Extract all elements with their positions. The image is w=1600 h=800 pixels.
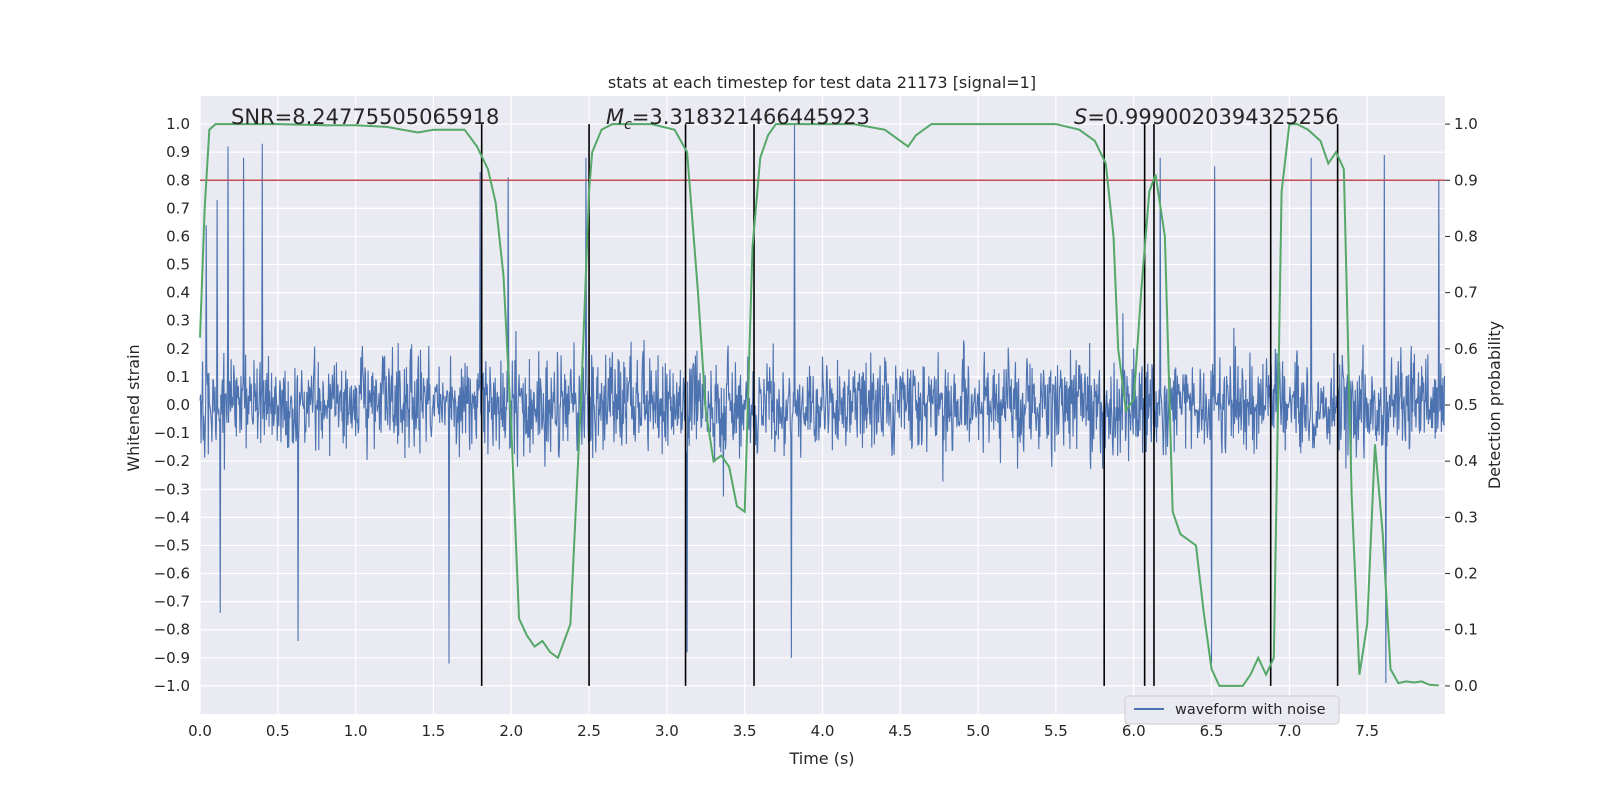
y-tick-labels-right: 1.0 0.9 0.8 0.7 0.6 0.5 0.4 0.3 0.2 0.1 0.0 bbox=[1445, 115, 1478, 695]
x-tick-label: 6.0 bbox=[1122, 722, 1146, 740]
x-tick-label: 2.0 bbox=[499, 722, 523, 740]
y-tick-label-left: −1.0 bbox=[154, 677, 190, 695]
y-tick-label-left: −0.6 bbox=[154, 565, 190, 583]
y-tick-label-left: 0.4 bbox=[166, 284, 190, 302]
y-tick-label-right: 0.3 bbox=[1454, 508, 1478, 526]
y-tick-label-left: 0.7 bbox=[166, 199, 190, 217]
y-tick-label-right: 0.9 bbox=[1454, 171, 1478, 189]
chirp-mass-subscript: c bbox=[624, 117, 632, 133]
s-annotation: S=0.9990020394325256 bbox=[1074, 105, 1339, 129]
y-tick-label-right: 1.0 bbox=[1454, 115, 1478, 133]
chirp-mass-symbol: M bbox=[606, 105, 624, 129]
x-tick-label: 4.0 bbox=[811, 722, 835, 740]
x-tick-label: 6.5 bbox=[1200, 722, 1224, 740]
y-tick-label-left: 0.9 bbox=[166, 143, 190, 161]
y-tick-label-left: −0.3 bbox=[154, 480, 190, 498]
y-axis-label-left: Whitened strain bbox=[124, 344, 143, 471]
y-tick-label-right: 0.7 bbox=[1454, 284, 1478, 302]
chart-title: stats at each timestep for test data 211… bbox=[608, 73, 1036, 92]
x-axis-label: Time (s) bbox=[788, 749, 854, 768]
x-tick-label: 0.5 bbox=[266, 722, 290, 740]
legend-label: waveform with noise bbox=[1175, 702, 1326, 718]
y-tick-labels-left: 1.0 0.9 0.8 0.7 0.6 0.5 0.4 0.3 0.2 0.1 0.0 −0.1 −0.… bbox=[154, 115, 190, 695]
y-tick-label-left: −0.5 bbox=[154, 536, 190, 554]
y-tick-label-left: 0.6 bbox=[166, 227, 190, 245]
y-axis-label-right: Detection probability bbox=[1485, 321, 1504, 489]
s-symbol: S bbox=[1074, 105, 1087, 129]
y-tick-label-left: −0.9 bbox=[154, 649, 190, 667]
chirp-mass-value: =3.318321466445923 bbox=[632, 105, 870, 129]
legend: waveform with noise bbox=[1124, 695, 1340, 725]
y-tick-label-right: 0.8 bbox=[1454, 227, 1478, 245]
y-tick-label-left: 0.0 bbox=[166, 396, 190, 414]
x-tick-label: 2.5 bbox=[577, 722, 601, 740]
probability-series bbox=[199, 123, 1439, 687]
x-tick-label: 7.0 bbox=[1277, 722, 1301, 740]
snr-annotation: SNR=8.24775505065918 bbox=[231, 105, 499, 129]
y-tick-label-left: −0.8 bbox=[154, 621, 190, 639]
s-value: =0.9990020394325256 bbox=[1087, 105, 1338, 129]
x-tick-label: 3.0 bbox=[655, 722, 679, 740]
vertical-lines bbox=[480, 124, 1339, 686]
y-tick-label-left: −0.2 bbox=[154, 452, 190, 470]
chirp-mass-annotation: Mc=3.318321466445923 bbox=[606, 105, 870, 133]
y-tick-label-left: −0.4 bbox=[154, 508, 190, 526]
y-tick-label-left: 0.1 bbox=[166, 368, 190, 386]
x-tick-label: 3.5 bbox=[733, 722, 757, 740]
x-tick-label: 4.5 bbox=[888, 722, 912, 740]
y-tick-label-right: 0.0 bbox=[1454, 677, 1478, 695]
y-tick-label-left: 0.3 bbox=[166, 312, 190, 330]
x-tick-label: 5.5 bbox=[1044, 722, 1068, 740]
x-tick-label: 7.5 bbox=[1355, 722, 1379, 740]
x-tick-label: 1.5 bbox=[422, 722, 446, 740]
x-tick-label: 1.0 bbox=[344, 722, 368, 740]
y-tick-label-left: −0.1 bbox=[154, 424, 190, 442]
legend-box bbox=[1124, 695, 1340, 725]
probability-line bbox=[199, 123, 1439, 687]
y-tick-label-right: 0.4 bbox=[1454, 452, 1478, 470]
waveform-line bbox=[199, 124, 1446, 684]
y-tick-label-left: 0.5 bbox=[166, 256, 190, 274]
y-tick-label-left: 0.2 bbox=[166, 340, 190, 358]
y-tick-label-left: 0.8 bbox=[166, 171, 190, 189]
y-tick-label-right: 0.1 bbox=[1454, 621, 1478, 639]
x-tick-label: 5.0 bbox=[966, 722, 990, 740]
x-tick-label: 0.0 bbox=[188, 722, 212, 740]
waveform-series bbox=[199, 124, 1446, 684]
y-tick-label-left: −0.7 bbox=[154, 593, 190, 611]
x-tick-labels: 0.0 0.5 1.0 1.5 2.0 2.5 3.0 3.5 4.0 4.5 5.0 5.5 6.0 6… bbox=[188, 722, 1379, 740]
y-tick-label-right: 0.2 bbox=[1454, 565, 1478, 583]
y-tick-label-left: 1.0 bbox=[166, 115, 190, 133]
y-tick-label-right: 0.6 bbox=[1454, 340, 1478, 358]
y-tick-label-right: 0.5 bbox=[1454, 396, 1478, 414]
